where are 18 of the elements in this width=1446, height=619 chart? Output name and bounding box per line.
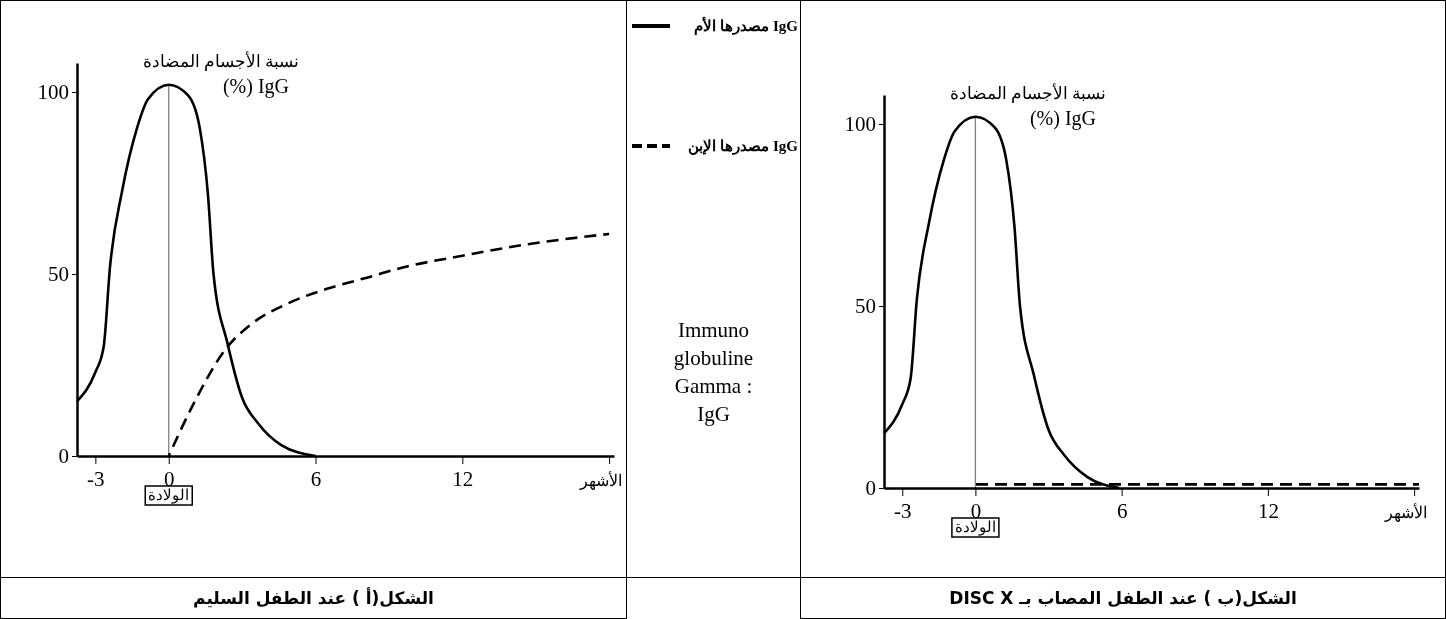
x-tick-label: 6 [310,466,322,491]
legend-label: IgG مصدرها الأم [694,16,799,35]
text: الشكل(أ ) عند الطفل السليم [0,577,627,619]
y-tick-label: 0 [58,444,69,469]
y-tick-label: 100 [844,112,876,137]
x-axis-title: الأشهر [579,471,622,490]
x-tick-label: 6 [1116,498,1128,523]
x-tick-label: 12 [452,466,474,491]
x-tick-label: -3 [894,498,912,523]
legend-label: IgG مصدرها الإبن [688,138,799,155]
x-axis-title: الأشهر [1384,503,1427,522]
y-tick-label: 50 [48,262,69,287]
x-tick-label: -3 [87,466,105,491]
text: Immuno globuline Gamma : IgG [672,317,755,428]
y-tick-label: 100 [37,80,69,105]
y-tick-label: 50 [855,294,876,319]
x-tick-label: 12 [1257,498,1279,523]
text: الشكل(ب ) عند الطفل المصاب بـ DISC X [800,577,1446,619]
